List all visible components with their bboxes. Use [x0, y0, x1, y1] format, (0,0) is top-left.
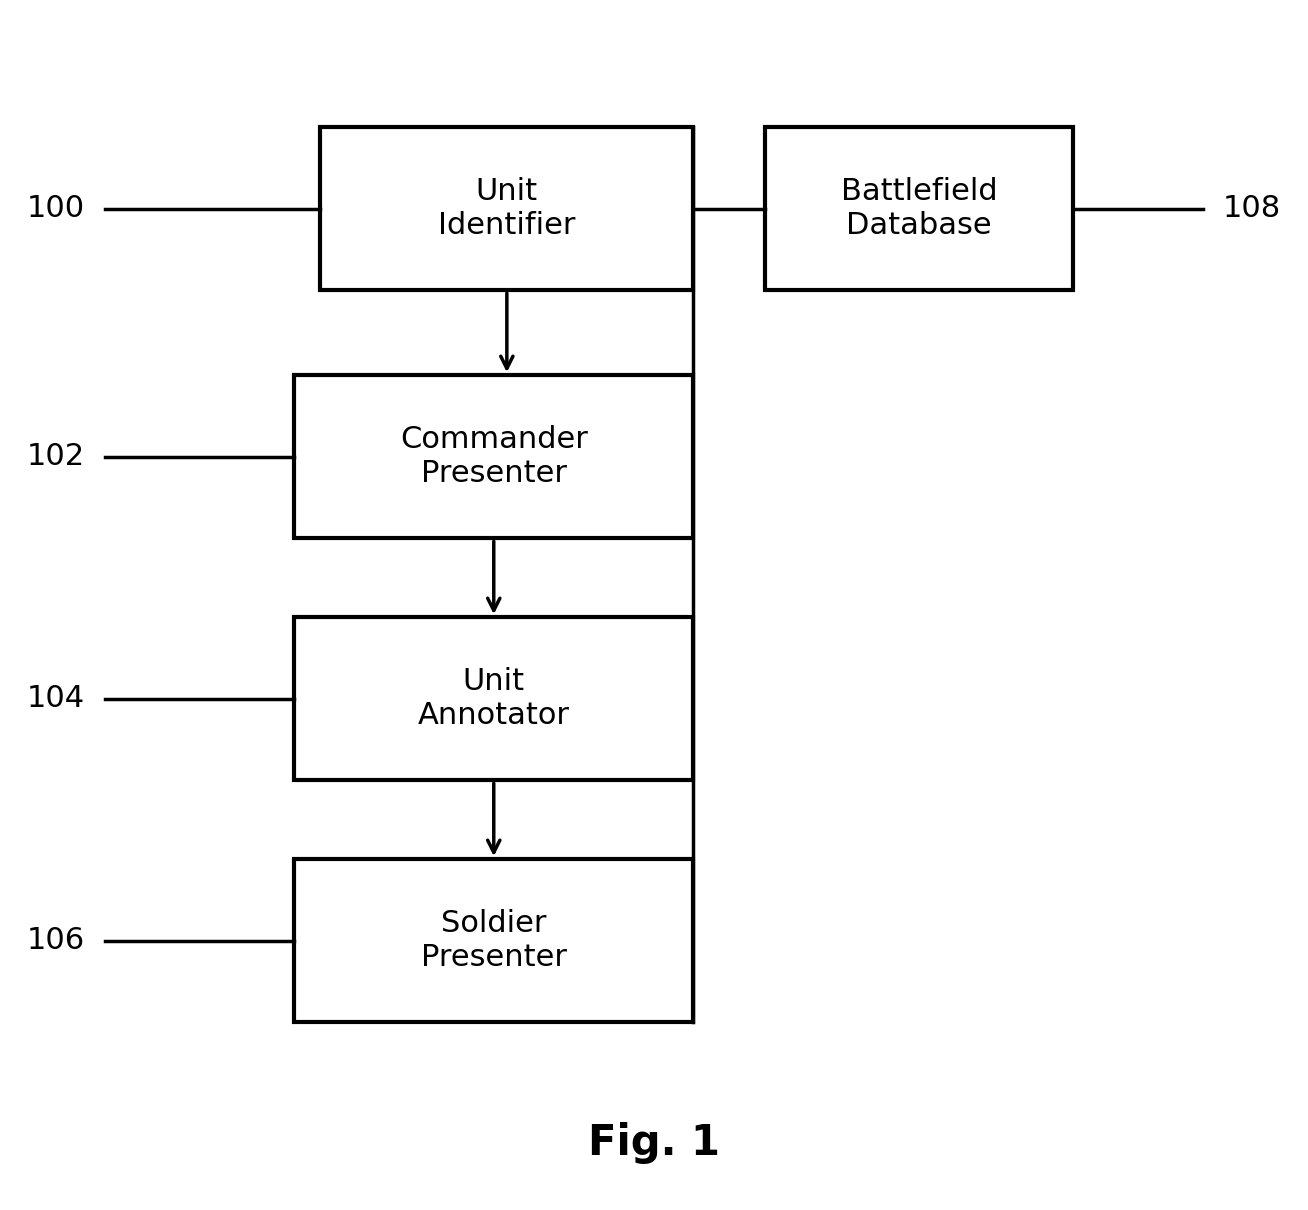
Text: 104: 104 — [27, 685, 85, 713]
Text: Unit
Identifier: Unit Identifier — [438, 178, 576, 240]
Bar — [294, 617, 693, 780]
Text: Soldier
Presenter: Soldier Presenter — [421, 910, 566, 972]
Text: Commander
Presenter: Commander Presenter — [400, 426, 587, 488]
Text: 108: 108 — [1223, 195, 1282, 223]
Bar — [294, 375, 693, 538]
Text: Battlefield
Database: Battlefield Database — [841, 178, 997, 240]
Bar — [765, 127, 1073, 290]
Bar — [320, 127, 693, 290]
Text: 100: 100 — [27, 195, 85, 223]
Text: Fig. 1: Fig. 1 — [589, 1123, 719, 1164]
Text: 102: 102 — [27, 443, 85, 471]
Bar — [294, 859, 693, 1022]
Text: 106: 106 — [27, 927, 85, 955]
Text: Unit
Annotator: Unit Annotator — [417, 668, 570, 730]
